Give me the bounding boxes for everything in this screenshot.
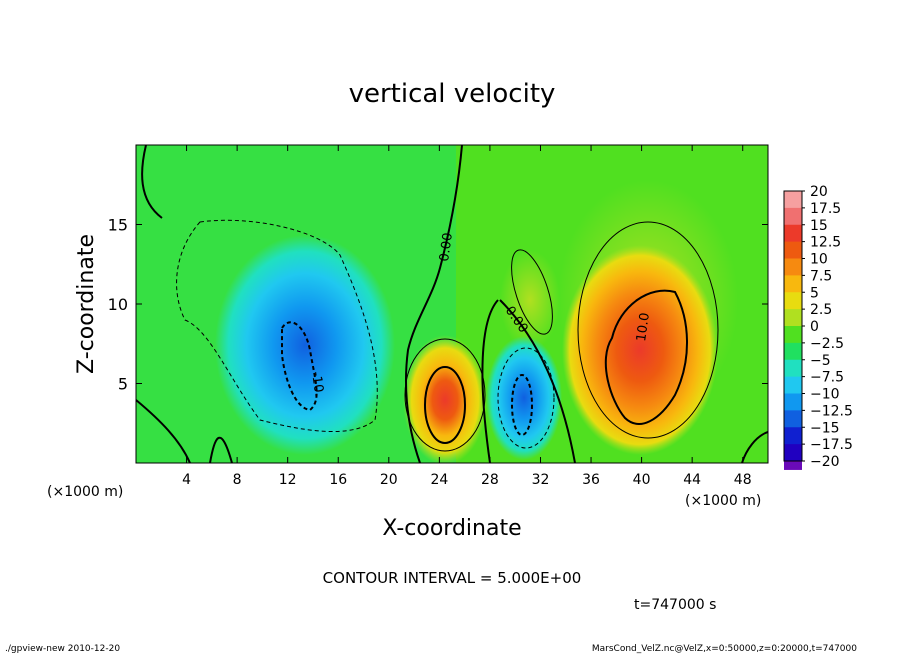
colorbar-swatch bbox=[784, 275, 802, 293]
x-tick-label: 48 bbox=[734, 472, 752, 488]
colorbar-label: 0 bbox=[810, 319, 819, 335]
x-axis-label: X-coordinate bbox=[382, 516, 521, 541]
colorbar-label: −12.5 bbox=[810, 403, 853, 419]
colorbar-swatch bbox=[784, 427, 802, 445]
y-tick-label: 10 bbox=[108, 295, 128, 314]
x-tick-label: 24 bbox=[430, 472, 448, 488]
colorbar-label: −17.5 bbox=[810, 437, 853, 453]
contour-10 bbox=[424, 366, 466, 444]
x-tick-label: 40 bbox=[633, 472, 651, 488]
y-axis-ticks: 5 10 15 bbox=[108, 216, 768, 394]
chart-title: vertical velocity bbox=[349, 79, 556, 109]
contour-minus-5 bbox=[176, 219, 378, 433]
x-unit-left: (×1000 m) bbox=[47, 484, 123, 500]
colorbar-swatch bbox=[784, 309, 802, 327]
colorbar-label: −10 bbox=[810, 387, 840, 403]
colorbar-swatch bbox=[784, 342, 802, 361]
contour-label-0: 0.00 bbox=[437, 232, 456, 263]
contour-interval-text: CONTOUR INTERVAL = 5.000E+00 bbox=[323, 569, 582, 587]
zero-contour-line bbox=[481, 299, 499, 463]
colorbar-label: −15 bbox=[810, 420, 840, 436]
contour-5 bbox=[577, 221, 719, 439]
colorbar-label: −7.5 bbox=[810, 370, 844, 386]
x-tick-label: 28 bbox=[481, 472, 499, 488]
colorbar-swatch bbox=[784, 376, 802, 394]
colorbar-label: −2.5 bbox=[810, 336, 844, 352]
colorbar-swatch bbox=[784, 224, 802, 243]
colorbar-swatch bbox=[784, 359, 802, 378]
colorbar-label: 20 bbox=[810, 184, 828, 200]
x-tick-label: 44 bbox=[683, 472, 701, 488]
colorbar-swatch bbox=[784, 191, 802, 209]
downdraft-region-1 bbox=[215, 235, 395, 455]
downdraft-region-2 bbox=[486, 336, 562, 460]
contour-lines bbox=[136, 145, 768, 463]
time-text: t=747000 s bbox=[634, 597, 716, 613]
colorbar-label: 7.5 bbox=[810, 268, 832, 284]
contour-10 bbox=[604, 289, 688, 425]
x-tick-label: 16 bbox=[329, 472, 347, 488]
colorbar-label: 2.5 bbox=[810, 302, 832, 318]
x-tick-label: 8 bbox=[233, 472, 242, 488]
x-axis-ticks: 4 8 12 16 20 24 28 32 36 40 44 48 bbox=[182, 145, 752, 488]
contour-minus-5 bbox=[497, 347, 555, 449]
colorbar-label: 15 bbox=[810, 218, 828, 234]
zero-contour-line bbox=[405, 145, 463, 463]
colorbar-label: 17.5 bbox=[810, 201, 841, 217]
contour-label-2: 10.0 bbox=[634, 312, 653, 343]
contour-5 bbox=[404, 338, 486, 452]
colorbar-swatch bbox=[784, 326, 802, 344]
updraft-region-1 bbox=[403, 335, 487, 463]
colorbar: 2017.51512.5107.552.50−2.5−5−7.5−10−12.5… bbox=[783, 184, 853, 470]
colorbar-label: −5 bbox=[810, 353, 831, 369]
colorbar-swatch bbox=[784, 461, 802, 470]
footer-right: MarsCond_VelZ.nc@VelZ,x=0:50000,z=0:2000… bbox=[592, 644, 857, 654]
y-tick-label: 15 bbox=[108, 216, 128, 235]
zero-contour-line bbox=[141, 145, 163, 219]
colorbar-swatch bbox=[784, 241, 802, 259]
contour-label-3: -10. bbox=[308, 370, 326, 397]
x-tick-label: 20 bbox=[380, 472, 398, 488]
x-tick-label: 12 bbox=[279, 472, 297, 488]
colorbar-swatch bbox=[784, 207, 802, 226]
zero-contour-line bbox=[136, 399, 191, 463]
weak-updraft-region-2 bbox=[500, 250, 560, 350]
x-tick-label: 4 bbox=[182, 472, 191, 488]
updraft-region-2 bbox=[562, 245, 718, 455]
colorbar-label: 5 bbox=[810, 285, 819, 301]
colorbar-label: 12.5 bbox=[810, 235, 841, 251]
y-axis-label: Z-coordinate bbox=[74, 234, 99, 374]
colorbar-swatch bbox=[784, 444, 802, 462]
y-tick-label: 5 bbox=[118, 375, 128, 394]
x-tick-label: 32 bbox=[532, 472, 550, 488]
colorbar-label: −20 bbox=[810, 454, 840, 470]
footer-left: ./gpview-new 2010-12-20 bbox=[5, 644, 120, 654]
plot-area: 0.00 0.00 10.0 -10. bbox=[136, 145, 768, 463]
colorbar-swatch bbox=[784, 410, 802, 428]
contour-5 bbox=[511, 249, 553, 335]
contour-minus-10 bbox=[511, 374, 533, 436]
colorbar-swatch bbox=[784, 258, 802, 276]
colorbar-label: 10 bbox=[810, 252, 828, 268]
x-unit-right: (×1000 m) bbox=[685, 493, 761, 509]
x-tick-label: 36 bbox=[582, 472, 600, 488]
zero-contour-line bbox=[499, 299, 576, 463]
colorbar-swatch bbox=[784, 292, 802, 310]
zero-contour-line bbox=[209, 436, 233, 463]
colorbar-swatch bbox=[784, 393, 802, 411]
